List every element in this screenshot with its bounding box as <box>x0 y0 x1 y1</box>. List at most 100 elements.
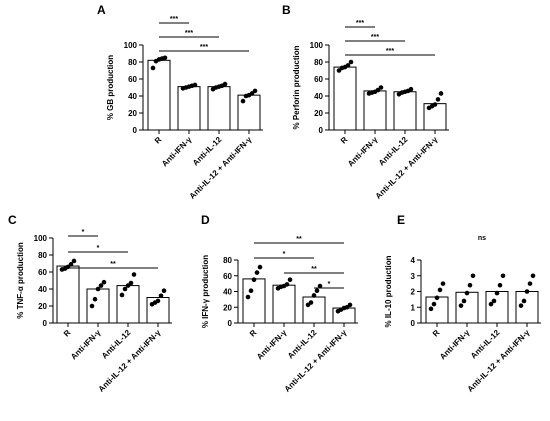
data-point <box>524 289 530 294</box>
data-point <box>428 306 434 312</box>
x-tick-label: R <box>153 135 164 146</box>
bar <box>147 59 171 131</box>
data-point <box>128 280 134 286</box>
x-tick-label: Anti-IFN-γ <box>69 328 103 362</box>
data-point <box>251 277 257 282</box>
y-tick-label: 0 <box>228 319 233 328</box>
y-axis-label: % TNF-α production <box>16 242 25 319</box>
bar <box>242 278 266 324</box>
y-tick-label: 20 <box>38 302 47 311</box>
panel-letter: E <box>397 213 405 227</box>
significance-label: * <box>97 245 100 252</box>
y-tick-label: 40 <box>38 285 47 294</box>
data-point <box>95 286 101 292</box>
x-tick-label: Anti-IFN-γ <box>438 328 472 362</box>
data-point <box>192 82 198 88</box>
y-tick-label: 0 <box>43 319 48 328</box>
y-axis-label: % IL-10 production <box>384 255 393 327</box>
data-point <box>431 301 437 307</box>
y-tick-label: 20 <box>223 303 232 312</box>
x-tick-label: Anti-IFN-γ <box>255 328 289 362</box>
bar <box>515 291 539 324</box>
bar <box>272 284 296 324</box>
data-point <box>119 292 125 298</box>
y-tick-label: 80 <box>223 256 232 265</box>
x-tick-label: R <box>339 135 350 146</box>
data-point <box>347 302 353 308</box>
y-tick-label: 80 <box>38 251 47 260</box>
bar <box>455 291 479 324</box>
ns-annotation: ns <box>478 235 486 242</box>
data-point <box>287 277 293 282</box>
significance-label: *** <box>185 30 193 37</box>
data-point <box>122 286 128 292</box>
data-point <box>314 288 320 294</box>
y-tick-label: 40 <box>314 92 323 101</box>
data-point <box>375 87 381 93</box>
data-point <box>161 288 167 294</box>
data-point <box>222 81 228 87</box>
bar <box>116 285 140 324</box>
data-point <box>348 59 354 65</box>
significance-label: ** <box>311 266 317 273</box>
panel-letter: A <box>97 3 106 17</box>
significance-label: *** <box>371 34 379 41</box>
data-point <box>500 273 506 279</box>
panel-letter: B <box>282 3 291 17</box>
panel-letter: C <box>8 213 17 227</box>
significance-label: ** <box>296 236 302 243</box>
data-point <box>464 290 470 296</box>
data-point <box>434 295 440 301</box>
data-point <box>248 288 254 294</box>
data-point <box>240 98 246 104</box>
y-tick-label: 60 <box>223 272 232 281</box>
data-point <box>317 283 323 289</box>
x-tick-label: R <box>431 328 442 339</box>
y-axis-label: % GB production <box>106 55 115 120</box>
data-point <box>438 91 444 96</box>
y-axis-label: % IFN-γ production <box>201 255 210 328</box>
data-point <box>131 272 137 277</box>
bar <box>393 91 417 131</box>
panel-c: C 0 20 40 60 80 100 % TNF-α production RAnti-IFN… <box>8 213 172 394</box>
y-tick-label: 60 <box>38 268 47 277</box>
y-tick-label: 100 <box>34 234 48 243</box>
x-tick-label: Anti-IL-12 + Anti-IFN-γ <box>466 328 532 394</box>
x-tick-label: R <box>248 328 259 339</box>
significance-label: * <box>328 281 331 288</box>
bar <box>207 86 231 131</box>
data-point <box>162 55 168 61</box>
y-tick-label: 80 <box>314 58 323 67</box>
significance-label: * <box>283 251 286 258</box>
y-tick-label: 2 <box>411 288 416 297</box>
data-point <box>527 281 533 286</box>
data-point <box>249 91 255 96</box>
panel-letter: D <box>201 213 210 227</box>
x-tick-label: R <box>62 328 73 339</box>
data-point <box>284 282 290 287</box>
x-tick-label: Anti-IL-12 + Anti-IFN-γ <box>188 135 254 201</box>
bar <box>485 291 509 324</box>
data-point <box>336 68 342 73</box>
x-tick-label: Anti-IFN-γ <box>160 135 194 169</box>
data-point <box>158 293 164 299</box>
significance-label: *** <box>170 16 178 23</box>
data-point <box>92 296 98 302</box>
significance-label: *** <box>200 44 208 51</box>
bar <box>363 90 387 131</box>
data-point <box>308 300 314 305</box>
data-point <box>458 303 464 308</box>
data-point <box>378 85 384 90</box>
data-point <box>521 298 527 304</box>
y-tick-label: 1 <box>411 303 416 312</box>
x-tick-label: Anti-IL-12 + Anti-IFN-γ <box>283 328 349 394</box>
data-point <box>68 262 74 267</box>
y-tick-label: 0 <box>133 126 138 135</box>
panel-d: D 0 20 40 60 80 % IFN-γ production RAnti-IFN-γA… <box>201 213 358 394</box>
data-point <box>518 303 524 308</box>
y-tick-label: 20 <box>128 109 137 118</box>
panel-e: E 0 1 2 3 4 % IL-10 production RAnti-IFN-γAnti-… <box>384 213 541 394</box>
data-point <box>440 281 446 286</box>
